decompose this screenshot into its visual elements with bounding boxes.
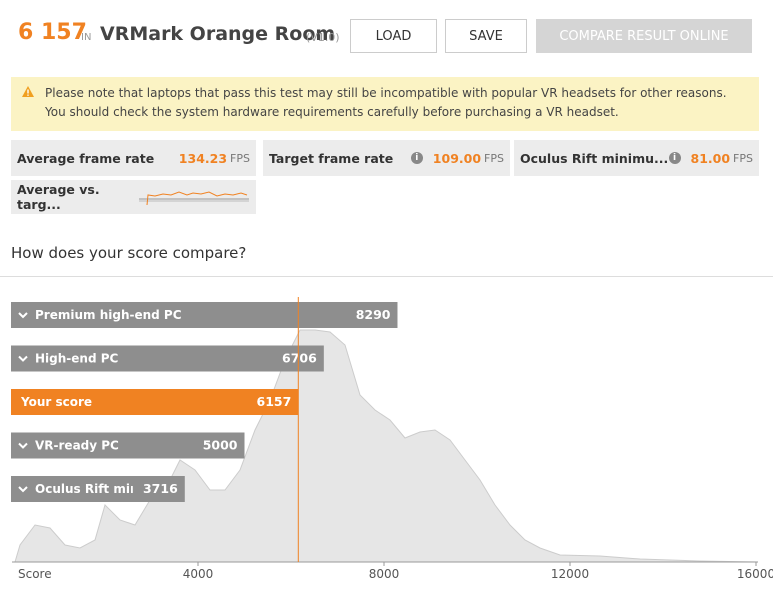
bar-value: 3716 [143,481,178,496]
sparkline-box: Average vs. targ... [11,180,256,214]
compare-online-button[interactable]: COMPARE RESULT ONLINE [536,19,752,53]
metric-value: 81.00 [690,150,731,166]
x-tick-label: 12000 [551,567,589,581]
metric-unit: FPS [230,151,250,165]
x-tick-label: 16000 [737,567,773,581]
metric-unit: FPS [733,151,753,165]
compare-title: How does your score compare? [11,244,247,262]
warning-text: Please note that laptops that pass this … [45,86,727,119]
metric-label: Oculus Rift minimu... [520,150,669,166]
metric-label: Average frame rate [17,150,155,166]
metric: Oculus Rift minimu... i 81.00 FPS [514,140,759,176]
info-icon[interactable]: i [410,152,423,164]
save-button[interactable]: SAVE [445,19,527,53]
x-axis-label: Score [18,567,52,581]
x-tick-label: 4000 [183,567,214,581]
metric-value: 134.23 [178,150,228,166]
sparkline-label: Average vs. targ... [17,182,100,212]
benchmark-title: VRMark Orange Room [100,23,336,45]
bar-value: 8290 [356,307,391,322]
metric: Target frame rate i 109.00 FPS [263,140,510,176]
sparkline [139,191,249,206]
bar-value: 6706 [282,351,317,366]
chevron [18,312,28,319]
warning-box: Please note that laptops that pass this … [11,77,759,131]
bar-label: Oculus Rift minimum PC [35,482,198,496]
bar[interactable] [11,476,185,502]
bar-label: Premium high-end PC [35,308,182,322]
bar [11,389,299,415]
chevron [18,355,28,362]
compare-chart: Score 4000 8000 12000 16000 Premium high-end … [11,297,773,581]
chevron [18,442,28,449]
divider [0,276,773,277]
metric: Average frame rate 134.23 FPS [11,140,256,176]
bar-label: Your score [20,395,92,409]
in-label: IN [81,32,92,43]
bar[interactable] [11,345,324,372]
score-distribution [14,329,759,563]
bar-label: VR-ready PC [35,439,119,453]
metric-value: 109.00 [432,150,482,166]
score: 6 157 [18,20,87,45]
bar[interactable] [11,432,245,459]
warning-icon [22,86,34,97]
load-button[interactable]: LOAD [350,19,437,53]
x-tick-label: 8000 [369,567,400,581]
bar-value: 6157 [257,394,292,409]
metric-label: Target frame rate [269,150,394,166]
bar[interactable] [11,302,398,328]
metric-unit: FPS [484,151,504,165]
chevron [18,486,28,493]
info-icon[interactable]: i [668,152,681,164]
bar-value: 5000 [203,438,238,453]
version: (V1.0) [306,31,340,44]
bar-label: High-end PC [35,352,119,366]
